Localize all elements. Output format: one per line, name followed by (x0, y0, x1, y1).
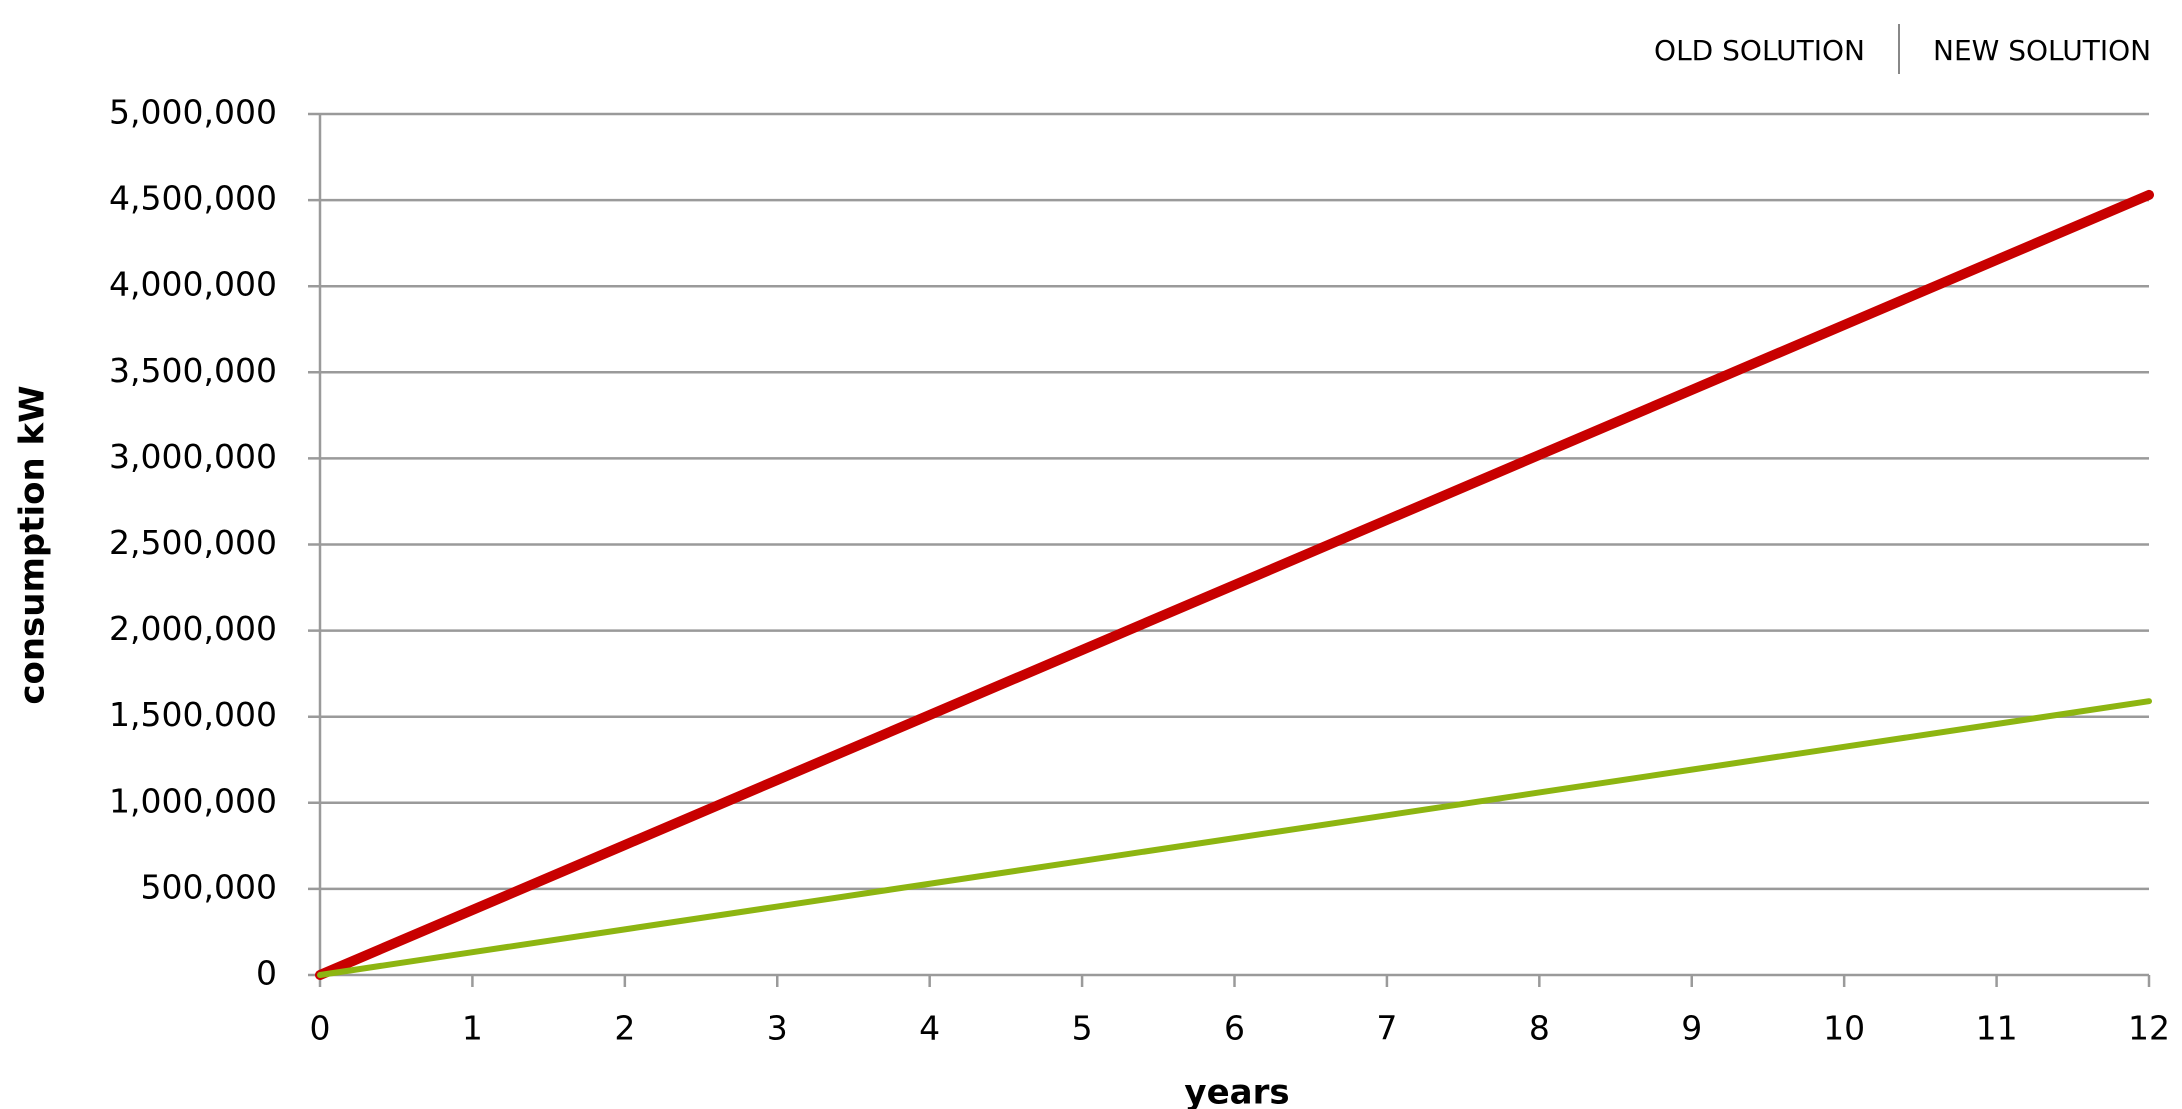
x-tick-label: 7 (1376, 1009, 1397, 1048)
x-tick-label: 4 (919, 1009, 940, 1048)
legend-label: OLD SOLUTION (1654, 34, 1865, 67)
x-tick-label: 8 (1529, 1009, 1550, 1048)
y-tick-label: 4,000,000 (109, 265, 277, 304)
x-tick-label: 2 (614, 1009, 635, 1048)
y-tick-label: 500,000 (141, 867, 277, 906)
x-tick-label: 10 (1823, 1009, 1865, 1048)
x-tick-label: 5 (1072, 1009, 1093, 1048)
x-tick-label: 1 (462, 1009, 483, 1048)
y-tick-label: 4,500,000 (109, 179, 277, 218)
y-tick-label: 1,000,000 (109, 781, 277, 820)
y-tick-label: 0 (256, 954, 277, 993)
y-tick-label: 2,500,000 (109, 523, 277, 562)
series-line (317, 698, 2152, 978)
x-tick-label: 6 (1224, 1009, 1245, 1048)
x-axis-title: years (1184, 1073, 1289, 1109)
y-tick-label: 3,500,000 (109, 351, 277, 390)
x-tick-label: 9 (1681, 1009, 1702, 1048)
x-tick-label: 0 (310, 1009, 331, 1048)
series-line (315, 189, 2154, 980)
y-axis-title: consumption kW (13, 385, 53, 704)
y-tick-label: 2,000,000 (109, 609, 277, 648)
legend-label: NEW SOLUTION (1933, 34, 2151, 67)
y-tick-label: 5,000,000 (109, 93, 277, 132)
x-tick-label: 12 (2128, 1009, 2170, 1048)
y-tick-label: 3,000,000 (109, 437, 277, 476)
x-tick-label: 11 (1976, 1009, 2018, 1048)
y-tick-label: 1,500,000 (109, 695, 277, 734)
x-tick-label: 3 (767, 1009, 788, 1048)
